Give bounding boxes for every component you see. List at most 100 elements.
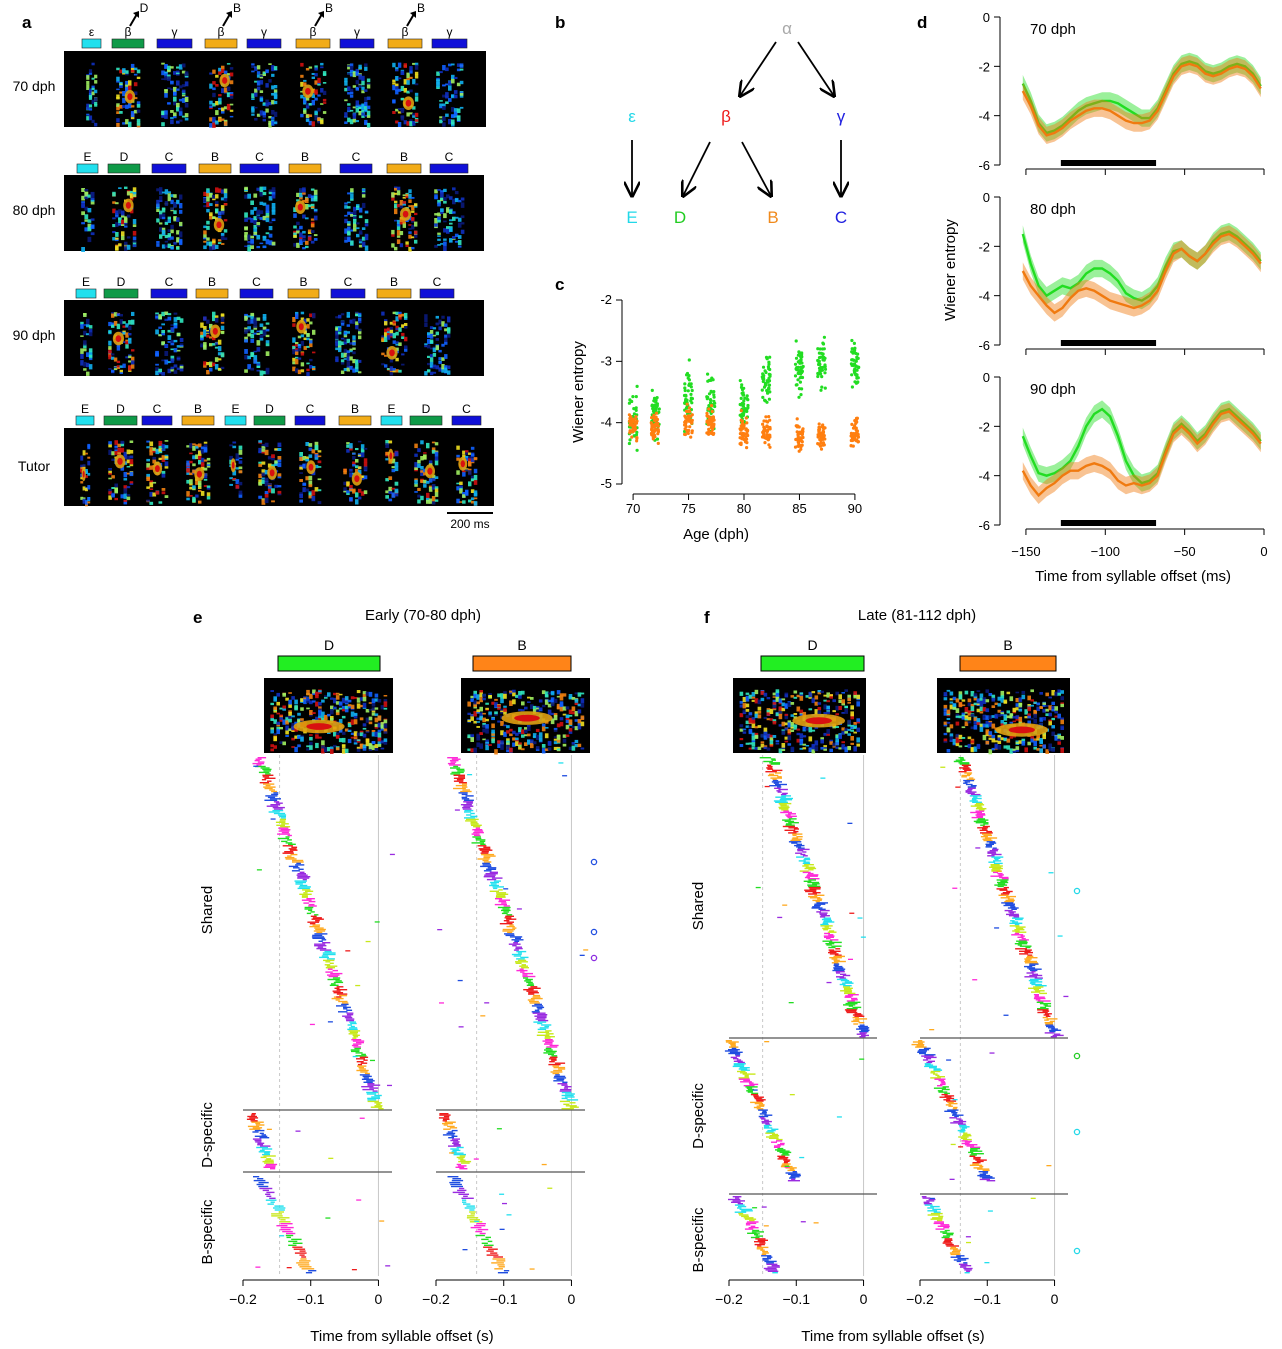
spectrogram-blob <box>392 85 396 91</box>
spectrogram-blob <box>346 362 350 367</box>
raster-spike <box>281 840 288 843</box>
spectrogram-blob <box>314 487 319 492</box>
syllable-spectrogram-blob <box>338 727 343 733</box>
transition-arrowhead <box>133 11 139 18</box>
scatter-point <box>818 369 822 373</box>
spectrogram-blob <box>156 199 160 204</box>
spectrogram-blob <box>206 464 211 466</box>
raster-spike <box>246 1118 256 1120</box>
spectrogram-blob <box>152 492 157 497</box>
spectrogram-blob <box>176 367 181 370</box>
spectrogram-blob <box>311 93 315 98</box>
raster-spike <box>450 1139 459 1142</box>
spectrogram-blob <box>414 239 418 244</box>
raster-spike <box>349 1021 356 1023</box>
spectrogram-blob <box>80 455 84 461</box>
spectrogram-blob <box>221 109 225 114</box>
spectrogram-blob <box>300 352 305 356</box>
syllable-spectrogram-blob <box>359 704 364 708</box>
spectrogram-blob <box>349 497 353 501</box>
raster-spike <box>252 762 265 765</box>
spectrogram-blob <box>414 212 418 216</box>
syllable-spectrogram-blob <box>574 711 579 717</box>
spectrogram-blob <box>395 343 399 346</box>
spectrogram-blob <box>456 115 461 118</box>
spectrogram-blob <box>394 200 398 203</box>
spectrogram-blob <box>181 97 186 103</box>
transition-label: B <box>233 1 241 15</box>
spectrogram-blob <box>259 217 264 220</box>
raster-spike <box>466 814 472 816</box>
syllable-spectrogram-blob <box>568 731 573 734</box>
syllable-spectrogram-blob <box>577 722 582 726</box>
syllable-spectrogram-blob <box>473 703 477 708</box>
spectrogram-blob <box>164 344 169 348</box>
spectrogram-blob <box>265 215 270 218</box>
scatter-point <box>745 421 749 425</box>
spectrogram-blob <box>426 499 430 504</box>
scatter-point <box>768 445 772 449</box>
spectrogram-blob <box>152 481 157 484</box>
syllable-spectrogram-blob <box>571 745 576 751</box>
spectrogram-blob <box>88 69 93 74</box>
raster-spike <box>322 942 331 944</box>
raster-spike <box>271 1213 283 1215</box>
syllable-spectrogram-blob <box>338 707 343 710</box>
raster-spike <box>336 989 348 991</box>
spectrogram-blob <box>394 187 398 191</box>
spectrogram-blob <box>170 366 175 370</box>
syllable-spectrogram-blob <box>547 709 552 715</box>
spectrogram-blob <box>426 492 430 499</box>
scatter-point <box>635 384 639 388</box>
spectrogram-blob <box>159 222 163 225</box>
syllable-spectrogram-blob <box>479 692 483 697</box>
spectrogram-blob <box>423 479 427 484</box>
spectrogram-blob <box>170 110 174 113</box>
syllable-spectrogram-blob <box>365 730 370 732</box>
raster-spike <box>505 934 515 937</box>
syllable-spectrogram-blob <box>330 748 334 754</box>
raster-spike <box>464 817 476 819</box>
spectrogram-blob <box>167 229 171 233</box>
raster-spike <box>266 1195 272 1197</box>
raster-spike <box>324 964 331 966</box>
spectrogram-blob <box>200 461 205 466</box>
spectrogram-blob <box>149 488 154 490</box>
spectrogram-blob <box>449 228 453 232</box>
raster-spike <box>453 1141 460 1143</box>
syllable-spectrogram-blob <box>739 738 744 741</box>
raster-spike <box>257 1144 264 1146</box>
syllable-spectrogram-blob <box>476 709 480 714</box>
syllable-spectrogram-blob <box>503 708 507 712</box>
spectrogram-blob <box>259 334 264 339</box>
spectrogram-blob <box>84 196 89 200</box>
spectrogram-blob <box>404 326 408 329</box>
spectrogram-blob <box>229 109 234 112</box>
scatter-point <box>710 404 714 408</box>
spectrogram-blob <box>220 366 225 369</box>
raster-spike <box>502 1202 507 1205</box>
spectrogram-blob <box>221 118 225 121</box>
spectrogram-blob <box>161 110 165 115</box>
spectrogram-blob <box>434 486 439 489</box>
raster-spike <box>520 971 525 973</box>
spectrogram-blob <box>206 202 210 208</box>
syllable-spectrogram-blob <box>476 737 480 741</box>
spectrogram-blob <box>223 237 228 240</box>
spectrogram-blob <box>449 219 453 222</box>
syllable-label: C <box>165 150 174 164</box>
spectrogram-blob <box>389 349 395 357</box>
raster-spike <box>305 890 314 892</box>
spectrogram-blob <box>343 487 347 493</box>
scatter-point <box>854 372 858 376</box>
spectrogram-blob <box>388 476 393 480</box>
spectrogram-blob <box>305 103 310 106</box>
row-label: 70 dph <box>13 78 56 94</box>
spectrogram-blob <box>452 187 456 191</box>
raster-spike <box>294 880 307 882</box>
spectrogram-blob <box>293 235 297 238</box>
row-label: 90 dph <box>13 327 56 343</box>
scatter-point <box>713 401 717 405</box>
spectrogram-blob <box>457 235 462 239</box>
spectrogram-blob <box>306 337 310 341</box>
